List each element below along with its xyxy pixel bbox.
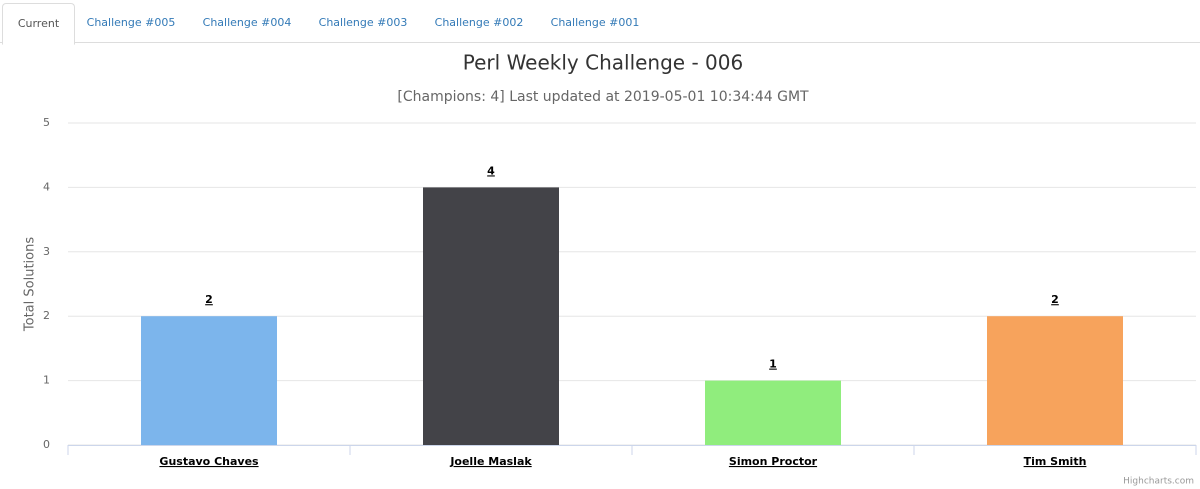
tab[interactable]: Challenge #003 [318, 16, 408, 29]
y-tick-label: 0 [43, 438, 50, 451]
y-tick-label: 2 [43, 309, 50, 322]
y-axis-title: Total Solutions [23, 237, 38, 332]
x-tick-label[interactable]: Simon Proctor [729, 455, 818, 468]
data-label: 2 [1051, 293, 1059, 306]
tab[interactable]: Challenge #004 [202, 16, 292, 29]
data-label: 4 [487, 164, 495, 177]
x-tick-label[interactable]: Gustavo Chaves [159, 455, 259, 468]
credits[interactable]: Highcharts.com [1123, 477, 1194, 487]
data-label: 1 [769, 358, 777, 371]
bar[interactable] [141, 316, 277, 445]
bar[interactable] [423, 187, 559, 445]
chart-title: Perl Weekly Challenge - 006 [463, 51, 743, 75]
bar[interactable] [705, 380, 841, 445]
chart-subtitle: [Champions: 4] Last updated at 2019-05-0… [397, 89, 809, 105]
tab[interactable]: Current [2, 3, 75, 45]
y-tick-label: 1 [43, 374, 50, 387]
tab[interactable]: Challenge #001 [550, 16, 640, 29]
data-label: 2 [205, 293, 213, 306]
x-tick-label[interactable]: Joelle Maslak [449, 455, 532, 468]
tab-bar: Current Challenge #005 Challenge #004 Chall… [0, 0, 1200, 45]
y-tick-label: 4 [43, 180, 50, 193]
tab[interactable]: Challenge #005 [86, 16, 176, 29]
bar[interactable] [987, 316, 1123, 445]
y-tick-label: 5 [43, 116, 50, 129]
x-tick-label[interactable]: Tim Smith [1024, 455, 1087, 468]
y-tick-label: 3 [43, 245, 50, 258]
tab[interactable]: Challenge #002 [434, 16, 524, 29]
